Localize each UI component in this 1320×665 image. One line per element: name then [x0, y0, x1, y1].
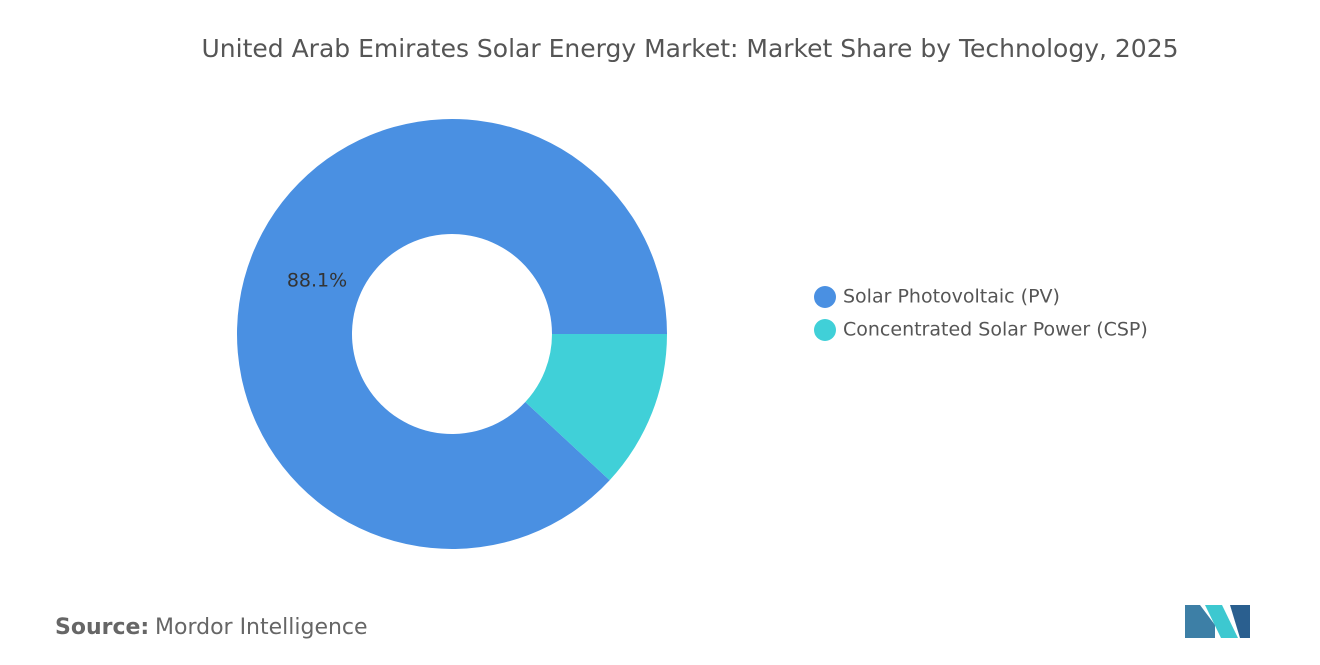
legend-marker — [814, 319, 836, 341]
source: Mordor Intelligence — [155, 615, 368, 640]
legend-marker — [814, 286, 836, 308]
legend-label: Concentrated Solar Power (CSP) — [843, 319, 1148, 341]
slice — [525, 334, 667, 481]
chart-title: United Arab Emirates Solar Energy Market… — [201, 34, 1178, 63]
legend-label: Solar Photovoltaic (PV) — [843, 286, 1060, 308]
value-label: 88.1% — [287, 270, 347, 292]
source-label: Source: — [55, 615, 149, 640]
logo — [1185, 605, 1250, 638]
slice — [236, 118, 668, 549]
